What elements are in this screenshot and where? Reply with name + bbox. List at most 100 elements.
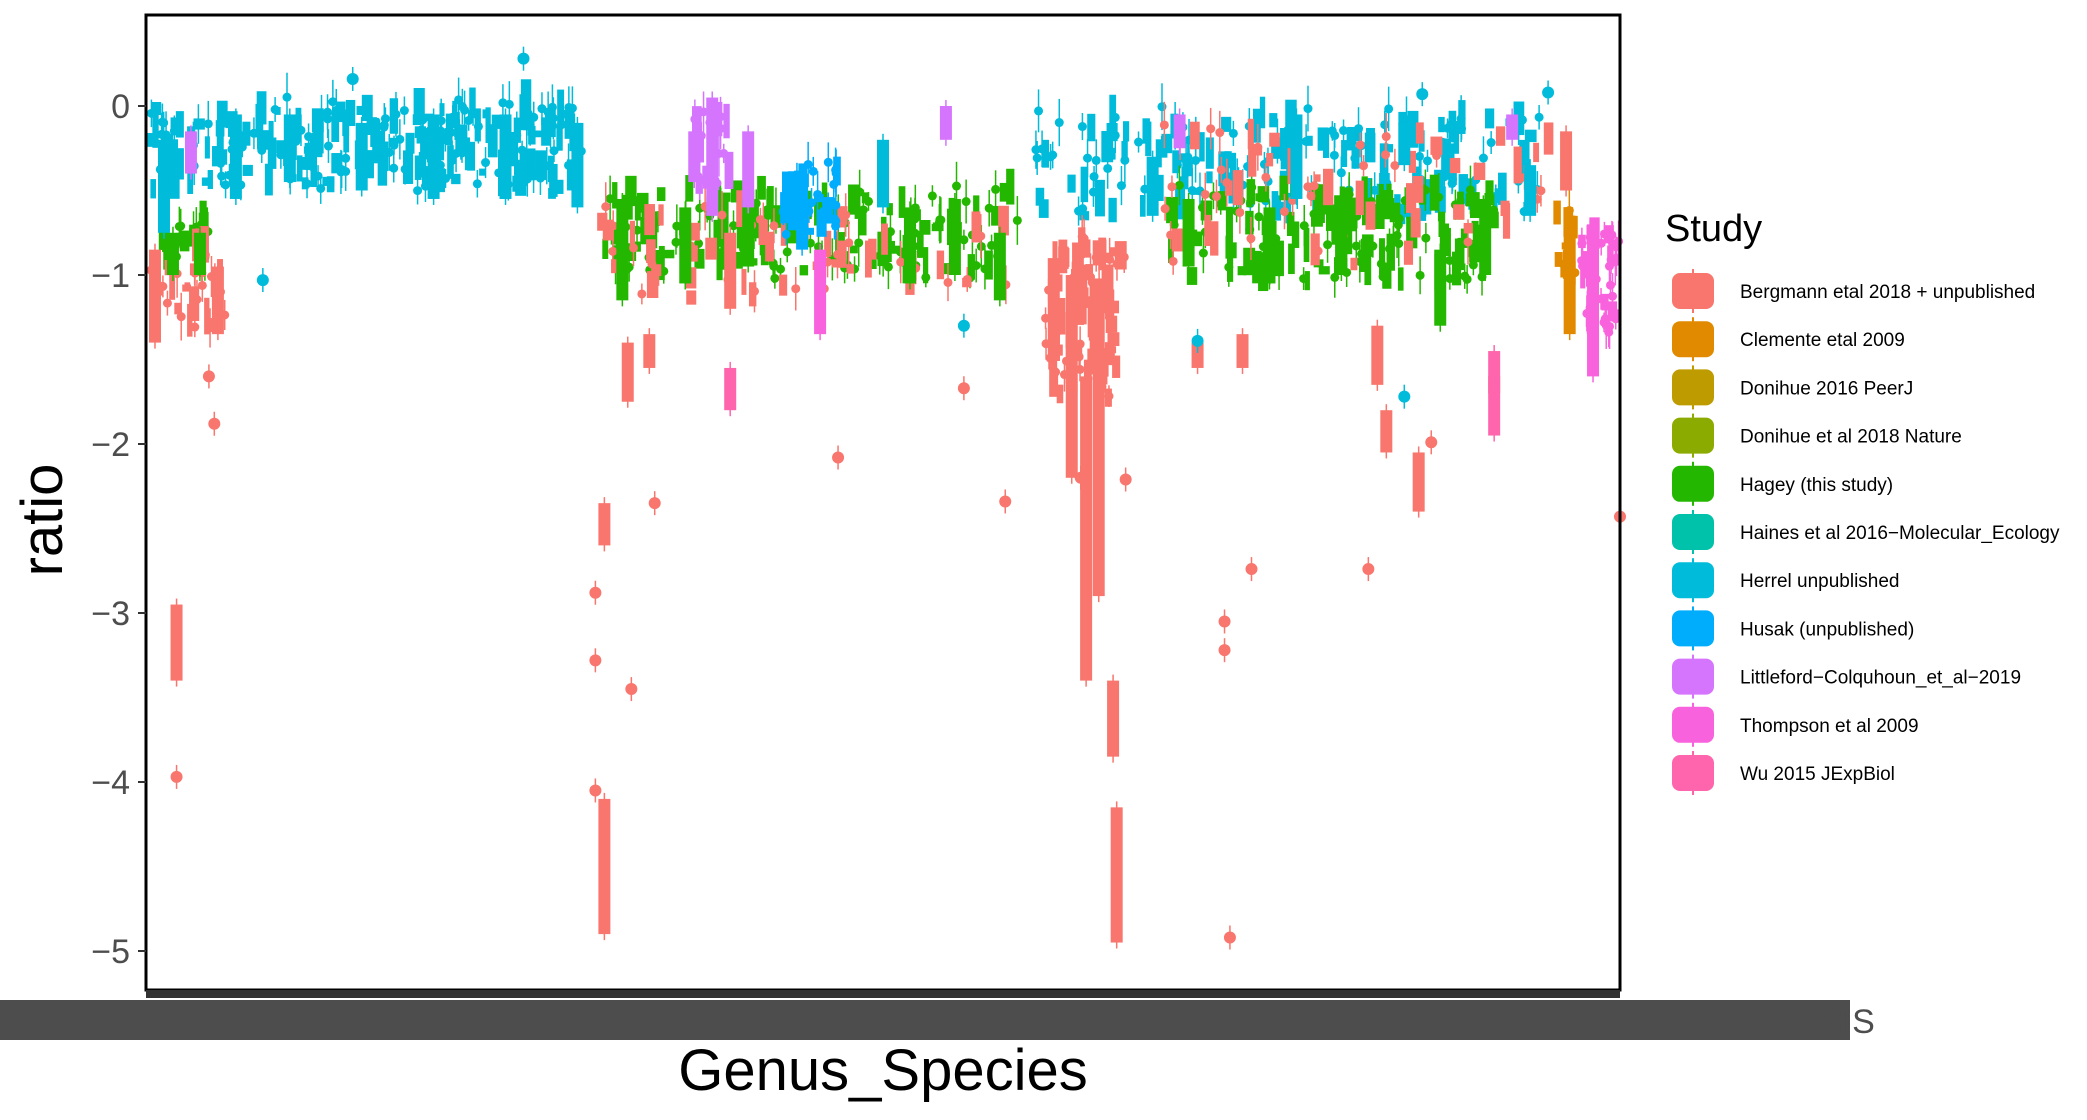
point-mark [1077, 231, 1087, 241]
box-mark [1601, 293, 1609, 311]
box-mark [1519, 139, 1530, 177]
box-mark [679, 207, 692, 284]
box-mark [1110, 346, 1117, 354]
box-mark [1237, 266, 1247, 276]
box-mark [1407, 110, 1419, 148]
box-mark [1271, 191, 1279, 216]
box-mark [216, 100, 228, 128]
point-mark [1134, 137, 1144, 147]
point-mark [498, 98, 508, 108]
point-mark [557, 120, 567, 130]
box-mark [598, 503, 611, 546]
point-mark [1422, 156, 1432, 166]
box-mark [345, 99, 356, 127]
point-mark [1478, 153, 1488, 163]
box-mark [1479, 198, 1492, 275]
box-mark [686, 290, 697, 305]
box-mark [452, 100, 458, 128]
point-mark [1224, 262, 1234, 272]
point-mark [1200, 189, 1210, 199]
box-mark [984, 250, 993, 280]
point-mark [858, 205, 868, 215]
box-mark [1225, 235, 1233, 259]
box-mark [1446, 144, 1454, 159]
box-mark [187, 171, 194, 195]
point-mark [197, 280, 207, 290]
box-mark [1314, 174, 1321, 182]
legend-key [1672, 755, 1714, 791]
box-mark [1429, 174, 1439, 211]
box-mark [749, 202, 759, 228]
box-mark [1344, 223, 1353, 255]
box-mark [1607, 245, 1614, 265]
y-tick-label: −4 [91, 764, 130, 802]
point-mark [399, 106, 409, 116]
box-mark [184, 131, 197, 174]
point-mark [1246, 234, 1256, 244]
box-mark [1350, 257, 1358, 271]
box-mark [522, 102, 529, 128]
point-mark [1088, 187, 1098, 197]
box-mark [824, 230, 832, 257]
point-mark [1283, 126, 1293, 136]
box-mark [1225, 206, 1233, 238]
box-mark [296, 155, 303, 182]
outlier-point [1119, 473, 1132, 486]
point-mark [1261, 172, 1271, 182]
box-mark [1104, 252, 1110, 263]
box-mark [612, 182, 618, 209]
point-mark [380, 114, 390, 124]
legend-key [1672, 706, 1714, 743]
legend-item: Donihue 2016 PeerJ [1672, 365, 1913, 410]
point-mark [1323, 240, 1333, 250]
outlier-point [832, 451, 845, 464]
point-mark [190, 322, 200, 332]
box-mark [326, 176, 335, 193]
point-mark [1120, 155, 1130, 165]
point-mark [717, 210, 727, 220]
box-mark [375, 130, 385, 156]
point-mark [829, 214, 839, 224]
box-mark [688, 131, 701, 183]
box-mark [1285, 192, 1292, 224]
box-mark [1161, 133, 1173, 154]
box-mark [1382, 262, 1392, 289]
point-mark [1159, 120, 1169, 130]
point-mark [991, 184, 1001, 194]
box-mark [1247, 118, 1254, 150]
outlier-point [170, 770, 183, 783]
point-mark [447, 156, 457, 166]
box-mark [849, 245, 858, 254]
legend-item: Hagey (this study) [1672, 461, 1893, 506]
outlier-point [1223, 931, 1236, 944]
box-mark [1075, 292, 1085, 325]
box-mark [779, 274, 788, 296]
box-mark [742, 198, 755, 267]
box-mark [295, 107, 302, 142]
outlier-point [1398, 390, 1411, 403]
box-mark [689, 222, 700, 241]
box-mark [664, 249, 675, 259]
box-mark [556, 125, 563, 151]
box-mark [418, 151, 427, 178]
point-mark [216, 158, 226, 168]
point-mark [446, 127, 456, 137]
box-mark [549, 163, 558, 197]
box-mark [303, 146, 313, 154]
point-mark [1216, 165, 1226, 175]
point-mark [1235, 207, 1245, 217]
box-mark [716, 248, 723, 281]
point-mark [549, 146, 559, 156]
box-mark [1314, 184, 1324, 213]
y-axis: 0 −1 −2 −3 −4 −5 [91, 88, 146, 971]
box-mark [152, 112, 159, 148]
point-mark [1075, 339, 1085, 349]
box-mark [201, 177, 211, 186]
box-mark [1580, 265, 1586, 289]
point-mark [962, 274, 972, 284]
point-mark [987, 240, 997, 250]
point-mark [389, 163, 399, 173]
point-mark [1104, 391, 1114, 401]
x-tick-labels-overprinted [0, 1000, 1850, 1040]
point-mark [844, 238, 854, 248]
